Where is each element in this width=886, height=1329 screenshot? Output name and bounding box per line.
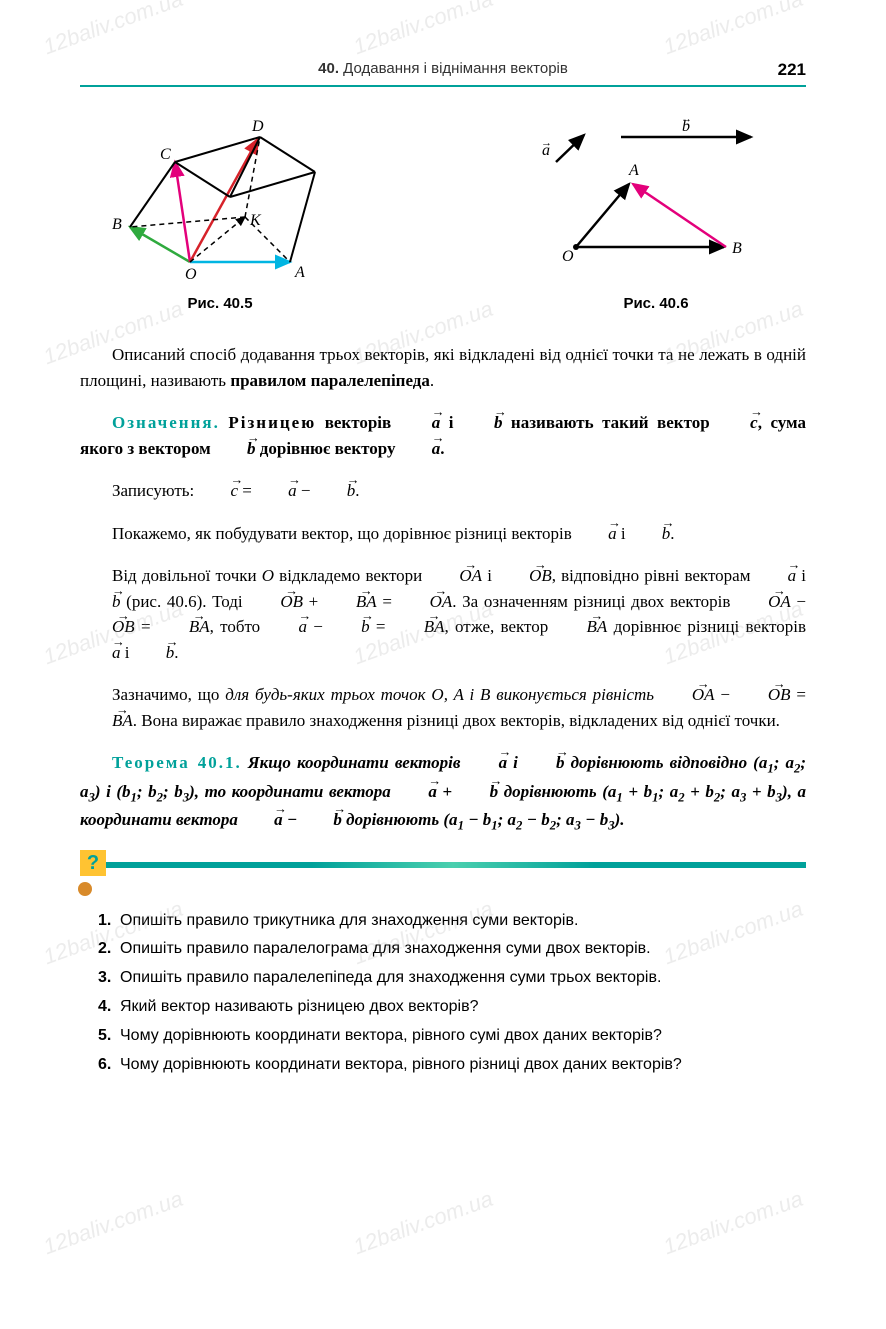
svg-text:a→: a→ xyxy=(541,137,552,159)
questions-list: 1.Опишіть правило трикутника для знаходж… xyxy=(80,909,806,1078)
watermark: 12baliv.com.ua xyxy=(660,1186,806,1260)
svg-text:A: A xyxy=(294,264,305,281)
svg-text:K: K xyxy=(249,212,262,229)
question-2: 2.Опишіть правило паралелограма для знах… xyxy=(98,937,806,962)
header-title: 40. Додавання і віднімання векторів xyxy=(318,60,568,77)
definition: Означення. Різницею векторів a і b назив… xyxy=(80,410,806,461)
svg-text:O: O xyxy=(562,248,574,265)
figure-40-6: a→ b→ O A B Рис. 40.6 xyxy=(526,117,786,312)
parallelepiped-svg: O A B C D K xyxy=(100,117,340,287)
svg-text:b→: b→ xyxy=(681,117,692,135)
page-number: 221 xyxy=(778,60,806,80)
question-1: 1.Опишіть правило трикутника для знаходж… xyxy=(98,909,806,934)
theorem-40-1: Теорема 40.1. Якщо координати векторів a… xyxy=(80,750,806,836)
question-4: 4.Який вектор називають різницею двох ве… xyxy=(98,995,806,1020)
paragraph-proof: Від довільної точки O відкладемо вектори… xyxy=(80,563,806,665)
notation: Записують: c = a − b. xyxy=(80,478,806,504)
figure-40-6-caption: Рис. 40.6 xyxy=(623,295,688,312)
question-3: 3.Опишіть правило паралелепіпеда для зна… xyxy=(98,966,806,991)
figure-40-5: O A B C D K Рис. 40.5 xyxy=(100,117,340,312)
paragraph-construct: Покажемо, як побудувати вектор, що дорів… xyxy=(80,521,806,547)
svg-text:B: B xyxy=(112,216,122,233)
svg-text:B: B xyxy=(732,240,742,257)
paragraph-intro: Описаний спосіб додавання трьох векторів… xyxy=(80,342,806,393)
svg-text:O: O xyxy=(185,266,197,283)
svg-text:A: A xyxy=(628,162,639,179)
page-header: 40. Додавання і віднімання векторів 221 xyxy=(80,60,806,87)
svg-text:D: D xyxy=(251,118,264,135)
question-6: 6.Чому дорівнюють координати вектора, рі… xyxy=(98,1053,806,1078)
question-mark-icon: ? xyxy=(80,850,106,876)
figures-row: O A B C D K Рис. 40.5 xyxy=(80,117,806,312)
watermark: 12baliv.com.ua xyxy=(350,0,496,60)
watermark: 12baliv.com.ua xyxy=(40,1186,186,1260)
watermark: 12baliv.com.ua xyxy=(660,0,806,60)
green-divider xyxy=(100,862,806,868)
question-5: 5.Чому дорівнюють координати вектора, рі… xyxy=(98,1024,806,1049)
page-container: 40. Додавання і віднімання векторів 221 xyxy=(0,0,886,1141)
paragraph-note: Зазначимо, що для будь-яких трьох точок … xyxy=(80,682,806,733)
watermark: 12baliv.com.ua xyxy=(350,1186,496,1260)
figure-40-5-caption: Рис. 40.5 xyxy=(187,295,252,312)
svg-text:C: C xyxy=(160,146,171,163)
bullet-icon xyxy=(78,882,92,896)
triangle-svg: a→ b→ O A B xyxy=(526,117,786,287)
watermark: 12baliv.com.ua xyxy=(40,0,186,60)
